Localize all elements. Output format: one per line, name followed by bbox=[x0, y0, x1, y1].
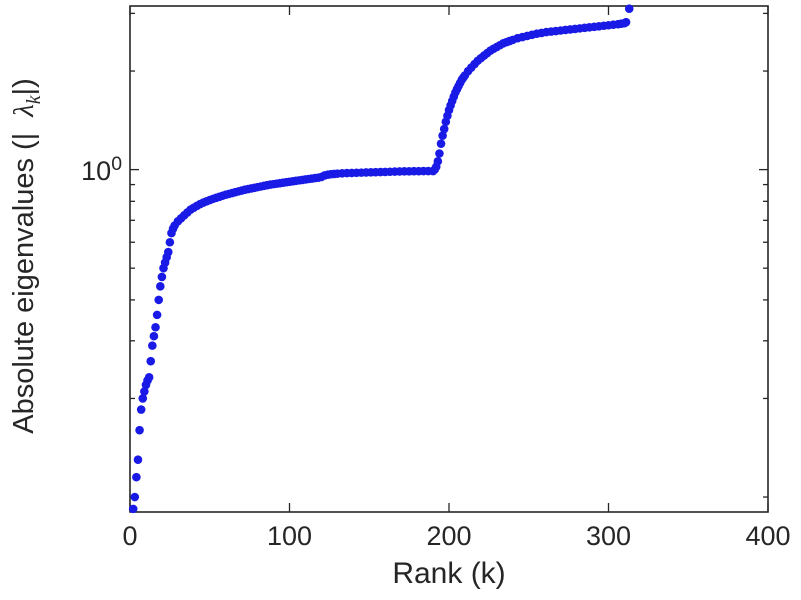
data-point bbox=[438, 131, 447, 140]
lambda-symbol: λ bbox=[8, 104, 41, 117]
y-tick-exponent: 0 bbox=[111, 152, 122, 175]
x-axis-label-text: Rank (k) bbox=[392, 557, 506, 590]
x-axis-label: Rank (k) bbox=[392, 557, 505, 591]
data-point bbox=[135, 425, 144, 435]
x-tick-label: 100 bbox=[266, 521, 313, 551]
data-point bbox=[144, 373, 154, 382]
data-point bbox=[148, 341, 157, 350]
x-tick-label: 0 bbox=[122, 521, 138, 551]
data-point bbox=[439, 124, 449, 134]
y-axis-label: Absolute eigenvalues (| λk|) bbox=[8, 78, 46, 433]
axis-ticks bbox=[129, 6, 769, 512]
series-absolute-eigenvalues bbox=[128, 4, 634, 514]
data-point bbox=[149, 331, 159, 341]
data-point bbox=[621, 17, 631, 27]
data-point bbox=[436, 139, 446, 148]
data-point bbox=[435, 149, 444, 158]
x-tick-label: 300 bbox=[585, 521, 632, 551]
data-point bbox=[165, 237, 175, 247]
data-point bbox=[138, 394, 148, 403]
y-tick-label: 100 bbox=[81, 153, 122, 187]
data-point bbox=[128, 504, 138, 514]
data-point bbox=[152, 310, 162, 320]
data-point bbox=[146, 356, 156, 366]
x-tick-label: 200 bbox=[426, 521, 472, 551]
lambda-subscript: k bbox=[22, 95, 45, 105]
x-tick-label: 400 bbox=[745, 521, 791, 551]
plot-box bbox=[129, 5, 769, 513]
y-tick-base: 10 bbox=[81, 155, 112, 186]
data-point bbox=[133, 455, 143, 465]
data-point bbox=[433, 157, 443, 166]
data-point bbox=[163, 247, 173, 257]
data-point bbox=[132, 472, 141, 482]
data-point bbox=[136, 405, 146, 414]
data-point bbox=[156, 282, 165, 291]
data-point bbox=[130, 492, 140, 502]
data-point bbox=[154, 295, 164, 305]
y-axis-label-suffix: |) bbox=[8, 78, 41, 96]
y-axis-label-text: Absolute eigenvalues (| bbox=[8, 132, 41, 434]
data-point bbox=[140, 387, 149, 396]
data-point bbox=[624, 4, 634, 14]
data-point bbox=[151, 322, 160, 332]
data-point bbox=[157, 272, 167, 282]
